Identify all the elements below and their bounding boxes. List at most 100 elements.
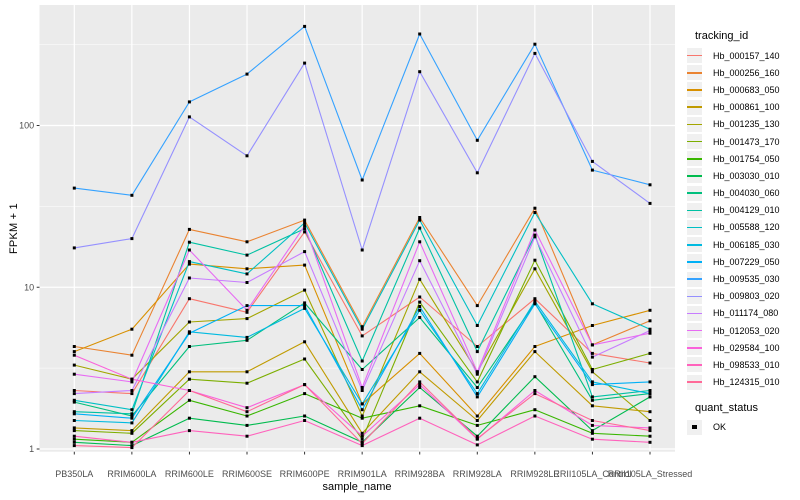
x-tick-label: RRII105LA_Stressed — [608, 469, 693, 479]
data-point — [590, 419, 594, 422]
data-point — [360, 414, 364, 418]
data-point — [360, 389, 364, 392]
legend-item: Hb_006185_030 — [687, 236, 799, 253]
legend-key — [687, 254, 702, 270]
data-point — [648, 308, 652, 312]
data-point — [245, 72, 249, 76]
data-point — [245, 370, 249, 374]
y-tick-label: 100 — [19, 121, 34, 131]
data-point — [590, 351, 594, 355]
legend-item-list: Hb_000157_140 Hb_000256_160 Hb_000683_050 H… — [687, 47, 799, 391]
data-point — [648, 429, 652, 433]
data-point — [590, 423, 594, 427]
data-point — [360, 402, 364, 406]
data-point — [360, 431, 364, 435]
data-point — [590, 370, 594, 374]
y-axis-title: FPKM + 1 — [8, 203, 20, 254]
data-point — [533, 233, 537, 237]
data-point — [418, 404, 422, 408]
data-point — [130, 353, 134, 357]
data-point — [303, 306, 307, 310]
data-point — [245, 423, 249, 427]
data-point — [475, 386, 479, 389]
data-point — [72, 345, 76, 348]
legend-color-line — [687, 140, 702, 143]
legend-item: Hb_001754_050 — [687, 150, 799, 167]
legend-label: Hb_000861_100 — [713, 102, 780, 113]
data-point — [590, 324, 594, 327]
data-point — [303, 24, 307, 28]
data-point — [475, 370, 479, 374]
legend-label: Hb_001473_170 — [713, 136, 780, 147]
data-point — [475, 414, 479, 418]
data-point — [245, 267, 249, 271]
data-point — [590, 302, 594, 306]
legend-label: Hb_004129_010 — [713, 205, 780, 216]
legend-item: Hb_001473_170 — [687, 133, 799, 150]
data-point — [72, 186, 76, 190]
data-point — [418, 416, 422, 420]
data-point — [72, 440, 76, 444]
legend-item: Hb_000157_140 — [687, 47, 799, 64]
data-point — [475, 324, 479, 327]
x-tick-label: RRIM928LE — [510, 469, 559, 479]
legend-item: Hb_003030_010 — [687, 167, 799, 184]
data-point — [475, 350, 479, 354]
legend-key — [687, 305, 702, 321]
x-tick-label: PB350LA — [55, 469, 93, 479]
data-point — [360, 359, 364, 363]
data-point — [648, 361, 652, 365]
data-point — [130, 440, 134, 444]
data-point — [130, 377, 134, 381]
legend-item: Hb_005588_120 — [687, 219, 799, 236]
data-point — [130, 380, 134, 384]
legend-label: Hb_001754_050 — [713, 153, 780, 164]
data-point — [533, 350, 537, 354]
data-point — [303, 301, 307, 305]
data-point — [303, 230, 307, 234]
data-point — [533, 211, 537, 214]
data-point — [303, 61, 307, 65]
data-point — [648, 426, 652, 430]
data-point — [72, 412, 76, 416]
data-point — [590, 398, 594, 402]
legend-key — [687, 374, 702, 390]
legend-key — [687, 82, 702, 98]
data-point — [590, 383, 594, 387]
y-tick-label: 10 — [24, 282, 34, 292]
data-point — [418, 70, 422, 74]
legend-key — [687, 357, 702, 373]
data-point — [533, 392, 537, 396]
data-point — [418, 277, 422, 281]
data-point — [72, 246, 76, 250]
legend: tracking_id Hb_000157_140 Hb_000256_160 Hb… — [687, 30, 799, 436]
legend-item: Hb_012053_020 — [687, 322, 799, 339]
legend-item: Hb_000256_160 — [687, 64, 799, 81]
legend-label: Hb_012053_020 — [713, 325, 780, 336]
legend-key — [687, 48, 702, 64]
data-point — [187, 260, 191, 264]
data-point — [187, 240, 191, 244]
data-point — [648, 419, 652, 422]
data-point — [187, 262, 191, 266]
data-point — [360, 334, 364, 338]
legend-label: Hb_000683_050 — [713, 84, 780, 95]
data-point — [245, 281, 249, 284]
legend-label: OK — [713, 422, 727, 433]
data-point — [72, 353, 76, 357]
legend-label: Hb_098533_010 — [713, 359, 780, 370]
data-point — [130, 408, 134, 412]
data-point — [648, 389, 652, 392]
data-point — [533, 414, 537, 418]
data-point — [590, 431, 594, 435]
data-point — [418, 383, 422, 387]
data-point — [130, 237, 134, 241]
black-square-icon — [692, 424, 697, 430]
data-point — [418, 300, 422, 304]
data-point — [72, 363, 76, 367]
data-point — [245, 434, 249, 438]
legend-item: Hb_124315_010 — [687, 374, 799, 391]
data-point — [245, 154, 249, 158]
legend-key — [687, 271, 702, 287]
legend-color-line — [687, 175, 702, 177]
